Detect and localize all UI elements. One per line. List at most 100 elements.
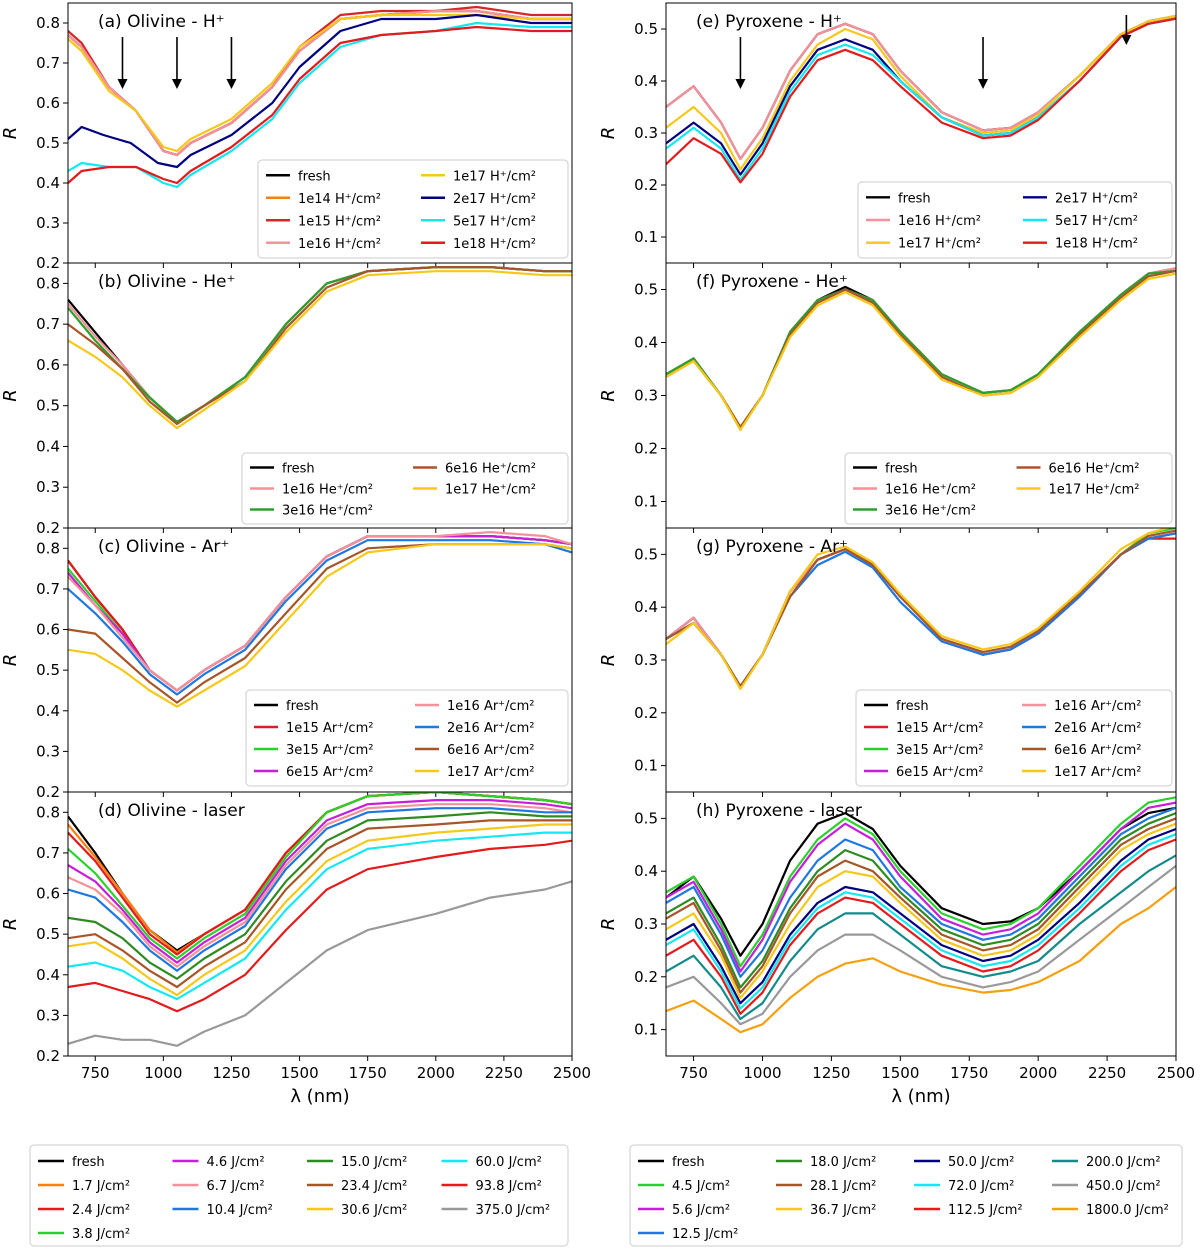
series-line-10 <box>666 854 1176 1021</box>
y-tick-label: 0.3 <box>36 478 60 496</box>
legend-label: 3e16 He⁺/cm² <box>885 504 976 519</box>
feature-arrowhead <box>226 79 237 89</box>
y-axis-label: R <box>598 654 619 667</box>
y-tick-label: 0.3 <box>36 1006 60 1024</box>
y-tick-label: 0.4 <box>634 862 658 880</box>
series-line-1 <box>666 267 1176 429</box>
y-tick-label: 0.5 <box>634 545 658 563</box>
legend-box <box>245 689 569 787</box>
series-line-8 <box>666 833 1176 1010</box>
series-line-7 <box>68 25 572 185</box>
series-group <box>68 5 572 189</box>
panel-title: (h) Pyroxene - laser <box>696 801 862 821</box>
y-tick-label: 0.2 <box>36 519 60 537</box>
legend-label: 1e15 H⁺/cm² <box>298 214 381 229</box>
figure-legend-1: fresh 4.5 J/cm² 5.6 J/cm² 12.5 J/cm² 18.0 J/… <box>629 1144 1183 1247</box>
legend-box <box>857 181 1173 259</box>
legend-label: 1800.0 J/cm² <box>1086 1203 1169 1218</box>
y-tick-label: 0.3 <box>36 742 60 760</box>
panel-title: (a) Olivine - H⁺ <box>98 12 225 32</box>
legend-label: fresh <box>898 191 931 206</box>
y-tick-label: 0.4 <box>36 174 60 192</box>
series-line-3 <box>666 269 1176 429</box>
legend-label: 6e16 He⁺/cm² <box>1049 462 1140 477</box>
y-tick-label: 0.5 <box>634 809 658 827</box>
legend-label: 112.5 J/cm² <box>948 1203 1023 1218</box>
series-line-3 <box>68 266 572 426</box>
y-tick-label: 0.4 <box>634 334 658 352</box>
legend-label: 1e16 H⁺/cm² <box>898 214 981 229</box>
panel-3: 0.1 0.2 0.3 0.4 0.5 R (f) Pyroxene - He⁺ fresh 1… <box>598 262 1177 533</box>
legend-label: fresh <box>672 1155 705 1170</box>
x-axis-label: λ (nm) <box>290 1086 349 1107</box>
legend-label: 1e17 H⁺/cm² <box>453 169 536 184</box>
series-group <box>68 266 572 430</box>
legend-label: 1e17 Ar⁺/cm² <box>447 765 534 780</box>
feature-arrowhead <box>171 79 182 89</box>
legend-label: fresh <box>282 462 315 477</box>
panel-legend: fresh 1e16 H⁺/cm² 1e17 H⁺/cm² 2e17 H⁺/cm² 5e… <box>857 181 1173 259</box>
panel-4: 0.2 0.3 0.4 0.5 0.6 0.7 0.8 R (c) Olivine - Ar⁺ f… <box>0 527 573 801</box>
y-tick-label: 0.7 <box>36 580 60 598</box>
x-tick-label: 2500 <box>1157 1064 1195 1082</box>
legend-label: 60.0 J/cm² <box>476 1155 542 1170</box>
series-line-12 <box>68 880 572 1047</box>
series-line-5 <box>666 817 1176 994</box>
legend-label: 4.5 J/cm² <box>672 1179 730 1194</box>
y-tick-label: 0.1 <box>634 1021 658 1039</box>
legend-label: 4.6 J/cm² <box>207 1155 265 1170</box>
y-tick-label: 0.5 <box>634 20 658 38</box>
legend-label: 6.7 J/cm² <box>207 1179 265 1194</box>
panel-5: 0.1 0.2 0.3 0.4 0.5 R (g) Pyroxene - Ar⁺ fresh 1… <box>598 527 1177 797</box>
legend-label: 1e16 Ar⁺/cm² <box>1054 699 1141 714</box>
legend-label: 72.0 J/cm² <box>948 1179 1014 1194</box>
x-tick-label: 1000 <box>144 1064 182 1082</box>
legend-box <box>257 159 569 259</box>
legend-label: fresh <box>896 699 929 714</box>
panel-6: 0.2 0.3 0.4 0.5 0.6 0.7 0.8 750 1000 1250 1500 1750… <box>0 791 591 1107</box>
y-axis-label: R <box>0 389 21 402</box>
y-tick-label: 0.8 <box>36 274 60 292</box>
legend-label: 2e17 H⁺/cm² <box>1055 191 1138 206</box>
series-line-2 <box>666 14 1176 171</box>
legend-label: 6e16 Ar⁺/cm² <box>447 743 534 758</box>
y-tick-label: 0.6 <box>36 621 60 639</box>
series-line-4 <box>666 272 1176 431</box>
panel-7: 0.1 0.2 0.3 0.4 0.5 750 1000 1250 1500 1750 2000 22… <box>598 791 1195 1107</box>
legend-label: 2e17 H⁺/cm² <box>453 192 536 207</box>
panel-title: (f) Pyroxene - He⁺ <box>696 272 848 292</box>
y-tick-label: 0.2 <box>36 254 60 272</box>
x-tick-label: 1750 <box>950 1064 988 1082</box>
legend-label: 1e17 Ar⁺/cm² <box>1054 765 1141 780</box>
y-tick-label: 0.8 <box>36 14 60 32</box>
legend-label: 2.4 J/cm² <box>72 1203 130 1218</box>
x-tick-label: 2000 <box>417 1064 455 1082</box>
legend-label: 2e16 Ar⁺/cm² <box>1054 721 1141 736</box>
y-tick-label: 0.3 <box>634 915 658 933</box>
series-line-10 <box>68 831 572 1001</box>
y-tick-label: 0.1 <box>634 228 658 246</box>
legend-label: 3e16 He⁺/cm² <box>282 504 373 519</box>
y-tick-label: 0.5 <box>36 661 60 679</box>
legend-label: 6e16 Ar⁺/cm² <box>1054 743 1141 758</box>
legend-label: 12.5 J/cm² <box>672 1227 738 1242</box>
series-line-6 <box>666 822 1176 999</box>
legend-label: 1e16 H⁺/cm² <box>298 237 381 252</box>
x-tick-label: 750 <box>679 1064 708 1082</box>
y-tick-label: 0.2 <box>634 704 658 722</box>
panel-title: (e) Pyroxene - H⁺ <box>696 12 842 32</box>
series-line-4 <box>68 531 572 692</box>
y-tick-label: 0.6 <box>36 885 60 903</box>
series-line-7 <box>666 827 1176 1005</box>
series-line-3 <box>68 792 572 960</box>
y-tick-label: 0.8 <box>36 539 60 557</box>
y-tick-label: 0.4 <box>36 702 60 720</box>
panel-1: 0.1 0.2 0.3 0.4 0.5 R (e) Pyroxene - H⁺ fresh 1e… <box>598 2 1177 268</box>
panel-legend: fresh 1e14 H⁺/cm² 1e15 H⁺/cm² 1e16 H⁺/cm² 1e… <box>257 159 569 259</box>
legend-label: 1e16 He⁺/cm² <box>282 483 373 498</box>
series-line-2 <box>666 801 1176 973</box>
series-group <box>666 14 1176 184</box>
series-line-5 <box>68 539 572 696</box>
series-line-5 <box>68 13 572 169</box>
legend-label: 3.8 J/cm² <box>72 1227 130 1242</box>
